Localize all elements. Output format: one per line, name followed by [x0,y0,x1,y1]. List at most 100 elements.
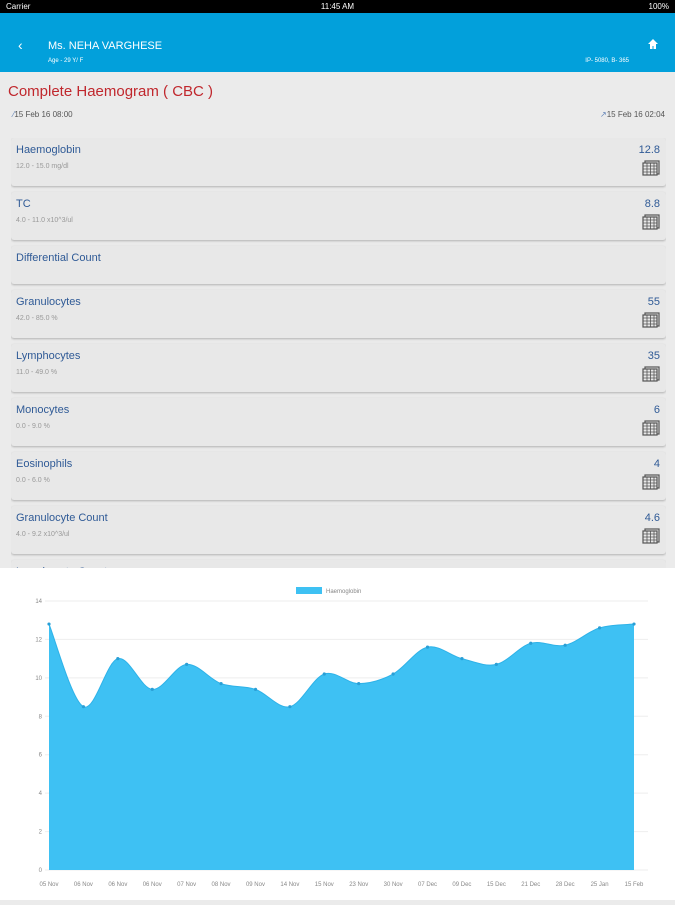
test-card[interactable]: Lymphocytes 11.0 - 49.0 % 35 [11,344,666,392]
test-card[interactable]: Eosinophils 0.0 - 6.0 % 4 [11,452,666,500]
collected-date-text: 15 Feb 16 08:00 [14,110,73,119]
test-range: 42.0 - 85.0 % [16,315,58,322]
back-button[interactable]: ‹ [18,37,23,53]
test-name: Haemoglobin [16,144,81,156]
y-tick-label: 6 [39,753,43,759]
y-tick-label: 12 [35,637,42,643]
haemoglobin-area [49,624,634,870]
legend-label: Haemoglobin [326,589,361,595]
test-card[interactable]: Haemoglobin 12.0 - 15.0 mg/dl 12.8 [11,138,666,186]
data-point [253,687,258,691]
data-point [47,622,51,626]
data-point [391,672,395,676]
test-range: 11.0 - 49.0 % [16,369,58,376]
x-tick-label: 09 Dec [452,882,471,888]
legend-swatch [296,587,322,594]
data-point [494,662,498,667]
test-value: 12.8 [638,144,660,156]
test-value: 6 [653,404,660,416]
y-tick-label: 2 [39,830,43,836]
battery: 100% [648,2,669,11]
calendar-history-icon[interactable] [642,366,660,382]
data-point [116,657,120,661]
test-card[interactable]: Lymphocyte Count [11,560,666,568]
calendar-history-icon[interactable] [642,528,660,544]
home-icon[interactable] [647,38,659,50]
calendar-history-icon[interactable] [642,160,660,176]
test-value: 8.8 [644,198,660,210]
test-name: Lymphocytes [16,350,81,362]
test-card[interactable]: Monocytes 0.0 - 9.0 % 6 [11,398,666,446]
x-tick-label: 15 Feb [625,882,644,888]
x-tick-label: 08 Nov [212,882,231,888]
x-tick-label: 23 Nov [349,882,368,888]
test-value: 4.6 [644,512,660,524]
test-range: 0.0 - 9.0 % [16,423,50,430]
data-point [185,662,189,667]
data-point [632,622,636,626]
x-tick-label: 28 Dec [556,882,575,888]
data-point [81,705,86,709]
test-range: 12.0 - 15.0 mg/dl [16,163,69,170]
x-tick-label: 07 Dec [418,882,437,888]
x-tick-label: 06 Nov [143,882,162,888]
test-name: Lymphocyte Count [16,566,107,568]
chart-svg: 0 2 4 6 8 10 12 14 05 Nov 06 Nov 06 Nov 06 Nov 07 No… [35,587,648,888]
syringe-icon: ⁄ [13,110,15,119]
x-tick-label: 15 Dec [487,882,506,888]
test-card[interactable]: TC 4.0 - 11.0 x10^3/ul 8.8 [11,192,666,240]
data-point [529,641,533,645]
test-name: TC [16,198,31,210]
test-range: 4.0 - 9.2 x10^3/ul [16,531,70,538]
test-value: 55 [647,296,660,308]
test-range: 4.0 - 11.0 x10^3/ul [16,217,73,224]
y-tick-label: 14 [35,599,42,605]
x-tick-label: 30 Nov [384,882,403,888]
data-point [460,657,464,661]
patient-name: Ms. NEHA VARGHESE [48,40,163,52]
data-point [288,705,292,709]
test-name: Granulocyte Count [16,512,108,524]
x-tick-label: 15 Nov [315,882,334,888]
test-name: Eosinophils [16,458,73,470]
y-tick-label: 10 [35,676,42,682]
y-tick-label: 0 [39,868,43,874]
x-tick-label: 05 Nov [39,882,58,888]
test-name: Granulocytes [16,296,81,308]
y-tick-label: 4 [39,791,43,797]
test-card[interactable]: Granulocyte Count 4.0 - 9.2 x10^3/ul 4.6 [11,506,666,554]
y-tick-label: 8 [39,714,43,720]
test-name: Differential Count [16,252,101,264]
clock: 11:45 AM [320,2,355,11]
calendar-history-icon[interactable] [642,312,660,328]
x-tick-label: 25 Jan [591,882,609,888]
test-list[interactable]: Haemoglobin 12.0 - 15.0 mg/dl 12.8 TC 4.0 -… [11,138,666,568]
calendar-history-icon[interactable] [642,474,660,490]
calendar-history-icon[interactable] [642,214,660,230]
x-tick-label: 06 Nov [108,882,127,888]
reported-date-text: 15 Feb 16 02:04 [606,110,665,119]
status-bar: Carrier 11:45 AM 100% [0,0,675,13]
test-value: 4 [653,458,660,470]
x-tick-label: 14 Nov [280,882,299,888]
header: ‹ Ms. NEHA VARGHESE Age - 29 Y/ F IP- 50… [0,13,675,72]
patient-age: Age - 29 Y/ F [48,58,84,64]
test-card[interactable]: Differential Count [11,246,666,284]
haemoglobin-chart: 0 2 4 6 8 10 12 14 05 Nov 06 Nov 06 Nov 06 Nov 07 No… [0,568,675,900]
test-value: 35 [647,350,660,362]
x-tick-label: 06 Nov [74,882,93,888]
data-point [219,682,223,686]
data-point [357,682,361,686]
test-card[interactable]: Granulocytes 42.0 - 85.0 % 55 [11,290,666,338]
data-point [322,672,326,676]
carrier: Carrier [6,2,31,11]
collected-date: ⁄15 Feb 16 08:00 [13,110,73,119]
data-point [563,643,567,647]
test-name: Monocytes [16,404,70,416]
calendar-history-icon[interactable] [642,420,660,436]
patient-ip: IP- 5080, B- 365 [585,58,629,64]
page-title: Complete Haemogram ( CBC ) [8,83,214,100]
x-tick-label: 09 Nov [246,882,265,888]
x-tick-label: 21 Dec [521,882,540,888]
data-point [597,626,602,630]
